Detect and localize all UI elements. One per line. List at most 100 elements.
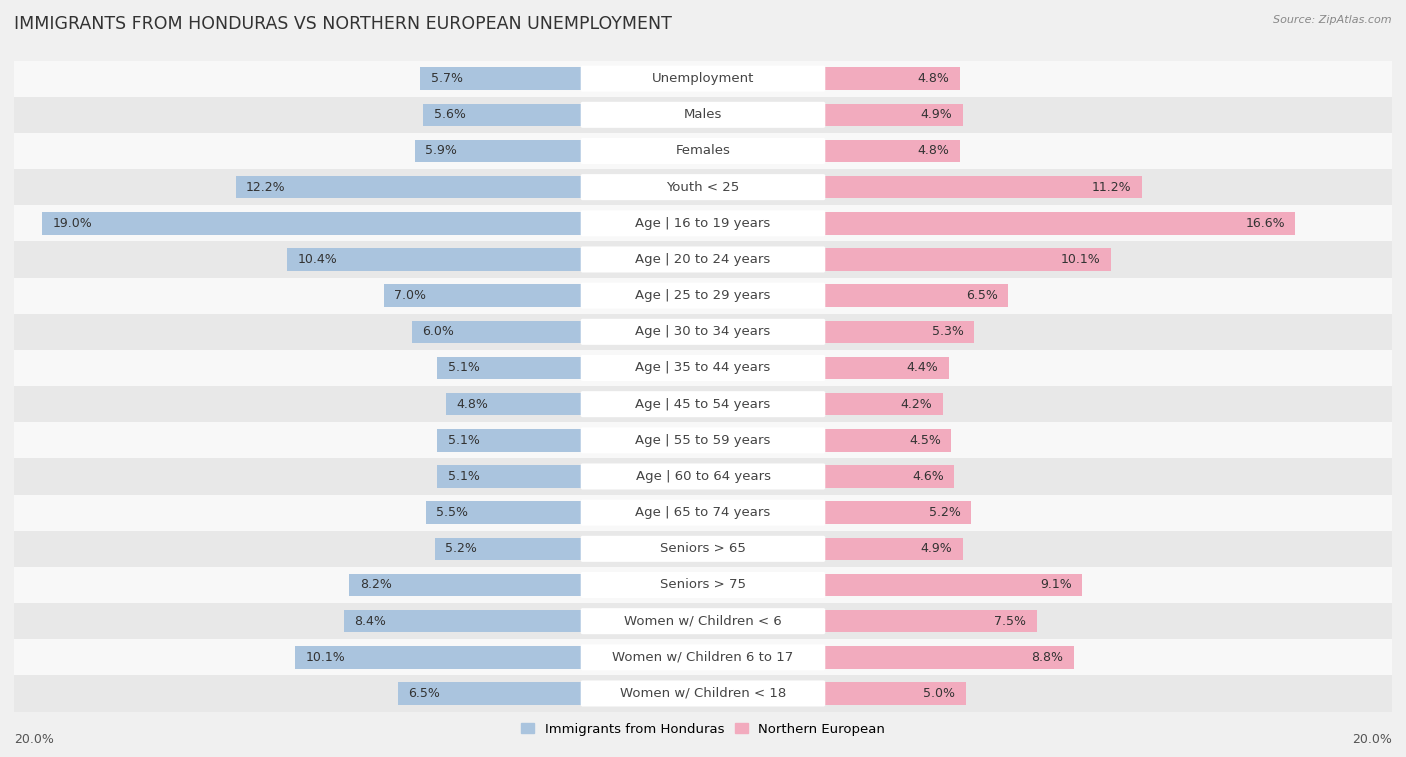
Text: Females: Females — [675, 145, 731, 157]
Bar — [14, 639, 1392, 675]
Text: 16.6%: 16.6% — [1246, 217, 1285, 230]
Bar — [14, 133, 1392, 169]
Text: 7.0%: 7.0% — [394, 289, 426, 302]
Bar — [420, 67, 582, 90]
FancyBboxPatch shape — [581, 174, 825, 200]
FancyBboxPatch shape — [581, 210, 825, 236]
Text: 4.5%: 4.5% — [910, 434, 941, 447]
FancyBboxPatch shape — [581, 66, 825, 92]
Text: 20.0%: 20.0% — [14, 734, 53, 746]
Bar — [415, 140, 582, 162]
Text: 4.4%: 4.4% — [907, 362, 938, 375]
Text: Age | 45 to 54 years: Age | 45 to 54 years — [636, 397, 770, 410]
Bar — [14, 603, 1392, 639]
Bar — [824, 610, 1036, 632]
Text: Age | 60 to 64 years: Age | 60 to 64 years — [636, 470, 770, 483]
Bar — [14, 675, 1392, 712]
Bar — [412, 321, 582, 343]
Bar — [426, 501, 582, 524]
Text: 12.2%: 12.2% — [246, 181, 285, 194]
Bar — [14, 169, 1392, 205]
Bar — [295, 646, 582, 668]
Text: Source: ZipAtlas.com: Source: ZipAtlas.com — [1274, 15, 1392, 25]
Text: IMMIGRANTS FROM HONDURAS VS NORTHERN EUROPEAN UNEMPLOYMENT: IMMIGRANTS FROM HONDURAS VS NORTHERN EUR… — [14, 15, 672, 33]
Text: Women w/ Children 6 to 17: Women w/ Children 6 to 17 — [613, 651, 793, 664]
Bar — [824, 67, 960, 90]
Bar — [437, 429, 582, 451]
Bar — [423, 104, 582, 126]
Bar — [14, 494, 1392, 531]
Bar — [14, 313, 1392, 350]
Bar — [42, 212, 582, 235]
Text: 10.1%: 10.1% — [305, 651, 346, 664]
Bar — [824, 104, 963, 126]
Text: Males: Males — [683, 108, 723, 121]
Text: Age | 25 to 29 years: Age | 25 to 29 years — [636, 289, 770, 302]
FancyBboxPatch shape — [581, 644, 825, 671]
Text: 5.1%: 5.1% — [449, 434, 479, 447]
Bar — [14, 459, 1392, 494]
Text: 5.0%: 5.0% — [924, 687, 955, 700]
Bar — [824, 682, 966, 705]
Bar — [824, 212, 1295, 235]
Bar — [14, 386, 1392, 422]
Text: 6.0%: 6.0% — [422, 326, 454, 338]
Bar — [824, 429, 952, 451]
Bar — [824, 285, 1008, 307]
FancyBboxPatch shape — [581, 391, 825, 417]
Text: 9.1%: 9.1% — [1040, 578, 1071, 591]
Bar — [14, 422, 1392, 459]
Bar — [350, 574, 582, 597]
Bar — [824, 140, 960, 162]
FancyBboxPatch shape — [581, 138, 825, 164]
Bar — [824, 574, 1083, 597]
Text: 5.1%: 5.1% — [449, 362, 479, 375]
Text: 20.0%: 20.0% — [1353, 734, 1392, 746]
Text: 19.0%: 19.0% — [53, 217, 93, 230]
Bar — [824, 537, 963, 560]
Bar — [14, 350, 1392, 386]
FancyBboxPatch shape — [581, 500, 825, 525]
Bar — [14, 61, 1392, 97]
Text: Seniors > 65: Seniors > 65 — [659, 542, 747, 556]
FancyBboxPatch shape — [581, 463, 825, 490]
Text: 5.7%: 5.7% — [430, 72, 463, 85]
Text: 10.1%: 10.1% — [1060, 253, 1101, 266]
Bar — [14, 567, 1392, 603]
Bar — [446, 393, 582, 416]
Text: Age | 55 to 59 years: Age | 55 to 59 years — [636, 434, 770, 447]
Text: 5.3%: 5.3% — [932, 326, 965, 338]
Text: 6.5%: 6.5% — [966, 289, 998, 302]
Text: 5.2%: 5.2% — [929, 506, 962, 519]
Bar — [824, 466, 955, 488]
FancyBboxPatch shape — [581, 355, 825, 381]
Text: Youth < 25: Youth < 25 — [666, 181, 740, 194]
Text: 4.2%: 4.2% — [901, 397, 932, 410]
FancyBboxPatch shape — [581, 282, 825, 309]
FancyBboxPatch shape — [581, 608, 825, 634]
Text: Age | 20 to 24 years: Age | 20 to 24 years — [636, 253, 770, 266]
Text: Seniors > 75: Seniors > 75 — [659, 578, 747, 591]
FancyBboxPatch shape — [581, 572, 825, 598]
Text: 4.6%: 4.6% — [912, 470, 943, 483]
FancyBboxPatch shape — [581, 681, 825, 706]
Text: 4.8%: 4.8% — [918, 145, 949, 157]
Text: 4.9%: 4.9% — [921, 108, 952, 121]
Bar — [824, 646, 1074, 668]
Text: Age | 30 to 34 years: Age | 30 to 34 years — [636, 326, 770, 338]
Bar — [824, 321, 974, 343]
Bar — [384, 285, 582, 307]
FancyBboxPatch shape — [581, 319, 825, 345]
Bar — [343, 610, 582, 632]
Text: 4.9%: 4.9% — [921, 542, 952, 556]
Bar — [824, 248, 1111, 271]
Text: 4.8%: 4.8% — [918, 72, 949, 85]
Text: 8.8%: 8.8% — [1032, 651, 1063, 664]
FancyBboxPatch shape — [581, 247, 825, 273]
Bar — [437, 357, 582, 379]
Text: 5.1%: 5.1% — [449, 470, 479, 483]
Bar — [14, 278, 1392, 313]
Bar — [14, 205, 1392, 241]
Text: Age | 65 to 74 years: Age | 65 to 74 years — [636, 506, 770, 519]
Bar — [398, 682, 582, 705]
